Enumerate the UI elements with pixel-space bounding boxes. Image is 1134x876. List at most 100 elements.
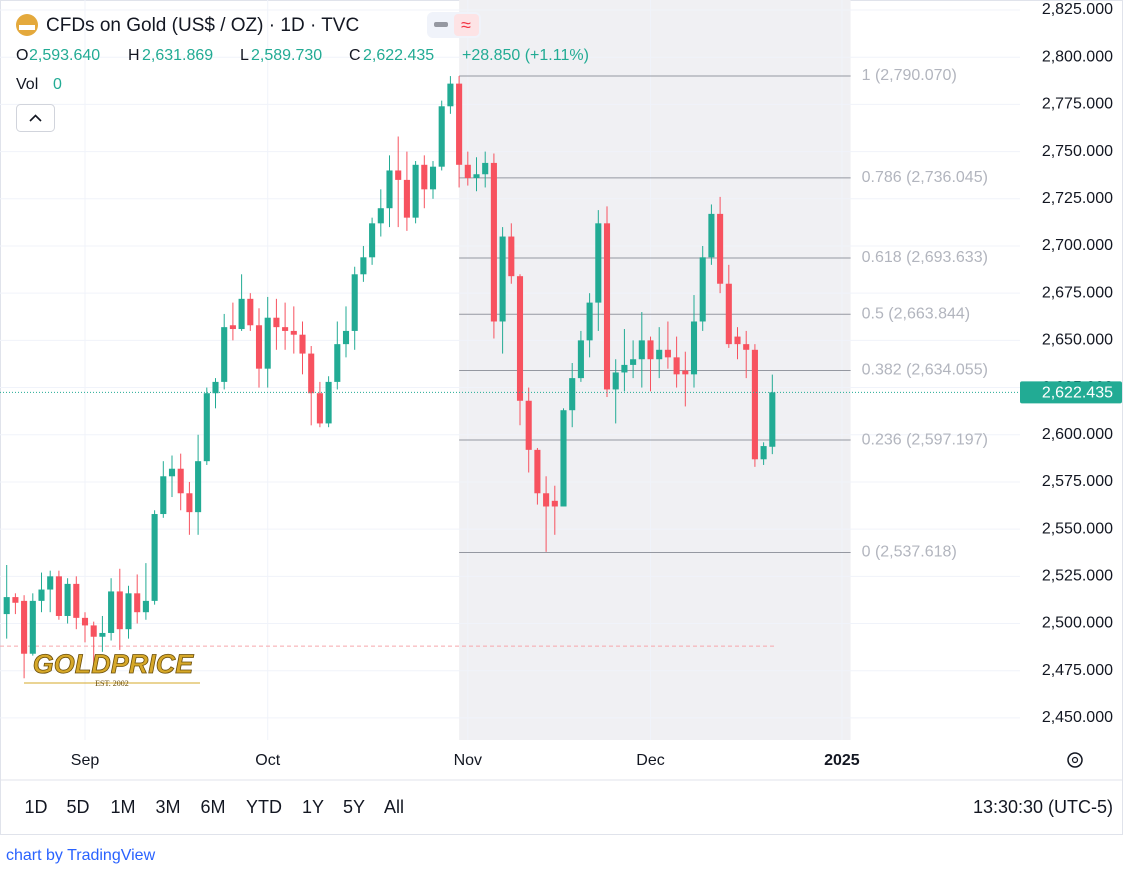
- legend-change: +28.850 (+1.11%): [462, 47, 589, 64]
- range-button[interactable]: 3M: [155, 797, 180, 817]
- fib-label: 0.618 (2,693.633): [862, 249, 988, 266]
- candle-body: [377, 208, 384, 224]
- candle-body: [499, 236, 506, 322]
- candle-body: [99, 632, 106, 637]
- candle-body: [760, 446, 767, 460]
- y-tick-label: 2,450.000: [1042, 709, 1113, 726]
- range-button[interactable]: 5D: [66, 797, 89, 817]
- candle-body: [255, 325, 263, 369]
- legend-value: 2,622.435: [363, 47, 434, 64]
- candle-body: [673, 357, 680, 375]
- candle-body: [369, 223, 376, 258]
- y-tick-label: 2,650.000: [1042, 332, 1113, 349]
- candle-body: [395, 170, 402, 180]
- y-tick-label: 2,500.000: [1042, 615, 1113, 632]
- candle-body: [299, 334, 306, 354]
- range-button[interactable]: 5Y: [343, 797, 365, 817]
- candle-body: [325, 381, 332, 424]
- candle-body: [473, 174, 480, 179]
- candle-body: [55, 576, 62, 616]
- candle-body: [308, 353, 315, 394]
- range-bar: 1D 5D 1M 3M 6M YTD 1Y 5Y All: [24, 797, 404, 817]
- candle-body: [603, 223, 611, 390]
- candle-body: [238, 298, 245, 330]
- legend-value: 2,589.730: [251, 47, 322, 64]
- candle-body: [769, 392, 776, 447]
- range-button[interactable]: 6M: [200, 797, 225, 817]
- legend-key: H: [128, 47, 140, 64]
- candle-body: [412, 164, 419, 218]
- range-button[interactable]: 1D: [24, 797, 47, 817]
- candle-body: [125, 593, 132, 630]
- settings-icon[interactable]: [1067, 752, 1083, 768]
- candle-body: [73, 583, 80, 618]
- candle-body: [543, 493, 550, 507]
- range-button[interactable]: All: [384, 797, 404, 817]
- candle-body: [734, 336, 741, 345]
- candle-body: [177, 468, 184, 494]
- y-tick-label: 2,475.000: [1042, 662, 1113, 679]
- candle-body: [464, 164, 471, 179]
- fib-label: 0.382 (2,634.055): [862, 362, 988, 379]
- settings-icon-center: [1071, 756, 1079, 764]
- candle-body: [386, 170, 393, 209]
- candle-body: [508, 236, 515, 277]
- candle-body: [456, 83, 463, 165]
- legend-value: 2,631.869: [142, 47, 213, 64]
- candle-body: [247, 298, 254, 326]
- candle-body: [725, 283, 732, 345]
- attribution[interactable]: chart by TradingView: [6, 847, 156, 864]
- symbol-icon-bar: [19, 25, 35, 30]
- y-tick-label: 2,525.000: [1042, 568, 1113, 585]
- candle-body: [134, 593, 141, 613]
- candle-body: [638, 340, 645, 360]
- clock: 13:30:30 (UTC-5): [973, 797, 1113, 817]
- x-tick-label: 2025: [824, 752, 860, 769]
- candle-body: [664, 349, 671, 358]
- candle-body: [490, 162, 497, 322]
- legend-key: Vol: [16, 76, 38, 93]
- candle-body: [212, 381, 219, 394]
- candle-body: [690, 321, 698, 375]
- candle-body: [682, 370, 689, 375]
- candle-body: [264, 317, 271, 369]
- collapse-button[interactable]: [16, 104, 55, 132]
- candle-body: [360, 257, 367, 275]
- candle-body: [743, 344, 750, 350]
- candle-body: [751, 349, 758, 460]
- candle-body: [160, 476, 167, 515]
- y-tick-label: 2,700.000: [1042, 237, 1113, 254]
- candle-body: [221, 327, 228, 382]
- candle-body: [516, 276, 524, 401]
- candle-body: [403, 179, 410, 218]
- candle-body: [116, 591, 123, 630]
- candle-body: [47, 576, 54, 590]
- candle-body: [282, 327, 289, 331]
- candle-body: [525, 400, 532, 450]
- y-tick-label: 2,575.000: [1042, 473, 1113, 490]
- candle-body: [482, 162, 489, 175]
- legend-key: O: [16, 47, 28, 64]
- candle-body: [621, 364, 628, 373]
- candle-body: [647, 340, 654, 360]
- candle-body: [342, 330, 350, 345]
- status-icon: [434, 22, 448, 27]
- candle-body: [195, 461, 202, 513]
- candle-body: [717, 213, 724, 284]
- last-price-label: 2,622.435: [1042, 385, 1113, 402]
- plot: 1 (2,790.070) 0.786 (2,736.045) 0.618 (2,6…: [0, 0, 1020, 740]
- range-button[interactable]: YTD: [246, 797, 282, 817]
- candle-body: [186, 493, 193, 513]
- range-button[interactable]: 1Y: [302, 797, 324, 817]
- y-tick-label: 2,675.000: [1042, 284, 1113, 301]
- candle-body: [577, 340, 584, 379]
- candle-body: [151, 514, 158, 601]
- logo: GOLDPRICE: [33, 649, 195, 679]
- x-tick-label: Nov: [454, 752, 482, 769]
- candle-body: [560, 410, 567, 507]
- range-button[interactable]: 1M: [110, 797, 135, 817]
- status-icon: ≈: [461, 15, 471, 35]
- candle-body: [569, 378, 576, 411]
- candle-body: [64, 583, 71, 616]
- candle-body: [108, 591, 115, 633]
